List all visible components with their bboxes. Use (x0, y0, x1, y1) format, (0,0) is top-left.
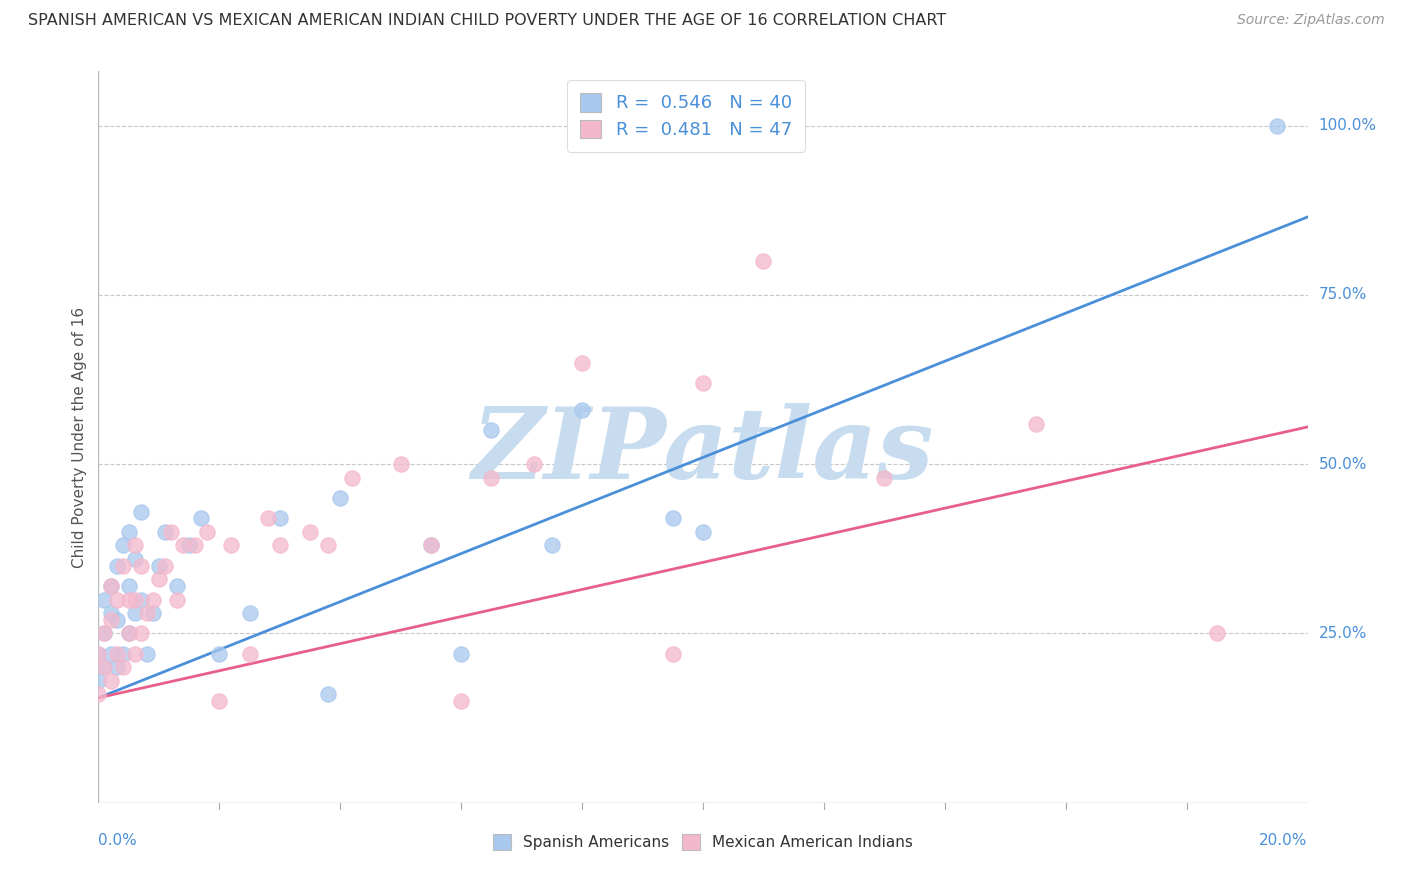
Point (153, 524, 176, 539)
Point (105, 592, 128, 607)
Point (105, 647, 128, 661)
Point (129, 558, 152, 573)
Point (148, 572, 170, 586)
Point (87, 647, 110, 661)
Text: ZIPatlas: ZIPatlas (472, 403, 934, 500)
Point (571, 403, 593, 417)
Text: 0.0%: 0.0% (98, 833, 138, 848)
Point (239, 606, 262, 620)
Point (111, 538, 134, 552)
Point (419, 538, 441, 552)
Y-axis label: Child Poverty Under the Age of 16: Child Poverty Under the Age of 16 (72, 307, 87, 567)
Point (239, 647, 262, 661)
Point (172, 538, 194, 552)
Legend: Spanish Americans, Mexican American Indians: Spanish Americans, Mexican American Indi… (482, 823, 924, 861)
Point (100, 613, 122, 627)
Point (1206, 626, 1229, 640)
Point (100, 579, 122, 593)
Point (129, 505, 152, 519)
Point (142, 592, 165, 607)
Point (100, 673, 122, 688)
Point (1265, 119, 1288, 133)
Point (873, 471, 896, 485)
Point (142, 606, 165, 620)
Point (166, 592, 188, 607)
Point (118, 579, 141, 593)
Point (269, 511, 291, 525)
Point (540, 538, 562, 552)
Point (153, 558, 176, 573)
Point (256, 511, 278, 525)
Point (118, 626, 141, 640)
Point (124, 538, 146, 552)
Point (661, 511, 683, 525)
Point (100, 579, 122, 593)
Point (208, 694, 231, 708)
Point (87, 688, 110, 702)
Point (111, 558, 134, 573)
Point (105, 558, 128, 573)
Point (135, 647, 157, 661)
Point (316, 538, 339, 552)
Point (752, 254, 775, 268)
Point (692, 376, 714, 390)
Point (118, 592, 141, 607)
Text: 25.0%: 25.0% (1319, 626, 1367, 641)
Point (195, 524, 218, 539)
Point (177, 538, 201, 552)
Point (208, 647, 231, 661)
Point (148, 558, 170, 573)
Point (135, 606, 157, 620)
Point (299, 524, 322, 539)
Point (450, 694, 472, 708)
Text: 75.0%: 75.0% (1319, 287, 1367, 302)
Point (118, 626, 141, 640)
Point (661, 647, 683, 661)
Point (93, 660, 115, 674)
Text: Source: ZipAtlas.com: Source: ZipAtlas.com (1237, 13, 1385, 28)
Point (329, 491, 352, 505)
Point (389, 457, 412, 471)
Point (481, 423, 503, 437)
Point (87, 673, 110, 688)
Point (190, 511, 212, 525)
Point (93, 626, 115, 640)
Point (129, 626, 152, 640)
Point (481, 471, 503, 485)
Point (118, 524, 141, 539)
Point (571, 355, 593, 369)
Point (105, 613, 128, 627)
Point (124, 647, 146, 661)
Text: 50.0%: 50.0% (1319, 457, 1367, 472)
Point (1024, 417, 1046, 431)
Point (93, 660, 115, 674)
Point (100, 606, 122, 620)
Point (221, 538, 243, 552)
Point (111, 647, 134, 661)
Point (124, 552, 146, 566)
Point (160, 524, 183, 539)
Point (124, 592, 146, 607)
Point (124, 606, 146, 620)
Point (184, 538, 207, 552)
Point (419, 538, 441, 552)
Text: 20.0%: 20.0% (1260, 833, 1308, 848)
Point (93, 592, 115, 607)
Point (93, 626, 115, 640)
Point (450, 647, 472, 661)
Point (166, 579, 188, 593)
Point (342, 471, 364, 485)
Point (523, 457, 546, 471)
Point (87, 647, 110, 661)
Text: 100.0%: 100.0% (1319, 118, 1376, 133)
Text: SPANISH AMERICAN VS MEXICAN AMERICAN INDIAN CHILD POVERTY UNDER THE AGE OF 16 CO: SPANISH AMERICAN VS MEXICAN AMERICAN IND… (28, 13, 946, 29)
Point (100, 647, 122, 661)
Point (316, 688, 339, 702)
Point (111, 660, 134, 674)
Point (105, 660, 128, 674)
Point (269, 538, 291, 552)
Point (692, 524, 714, 539)
Point (129, 592, 152, 607)
